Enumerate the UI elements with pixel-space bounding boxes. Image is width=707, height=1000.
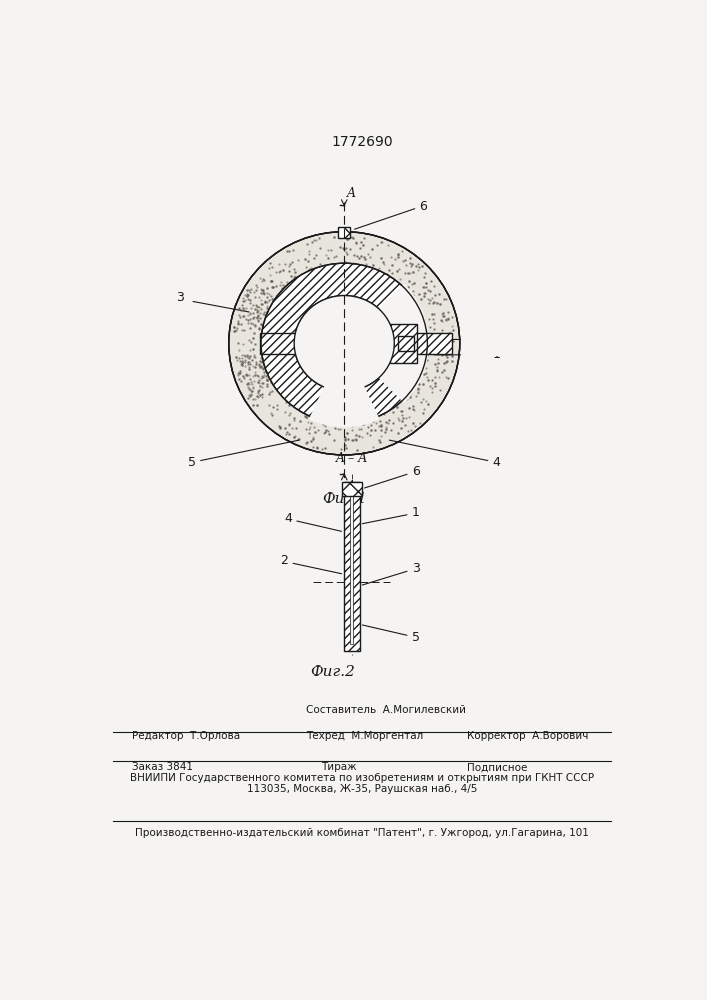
Ellipse shape <box>261 263 428 423</box>
Bar <box>90 331 228 356</box>
Text: Фиг.2: Фиг.2 <box>310 665 355 679</box>
Text: 5: 5 <box>412 631 420 644</box>
Bar <box>344 482 360 651</box>
Text: Подписное: Подписное <box>467 762 528 772</box>
Text: Фиг.1: Фиг.1 <box>322 492 367 506</box>
Text: 1: 1 <box>412 506 420 519</box>
Text: Составитель  А.Могилевский: Составитель А.Могилевский <box>305 705 466 715</box>
Ellipse shape <box>229 232 460 455</box>
Bar <box>390 324 417 363</box>
Wedge shape <box>344 283 429 403</box>
Text: 1: 1 <box>493 348 501 361</box>
Text: 2: 2 <box>280 554 288 567</box>
Text: 4: 4 <box>493 456 501 469</box>
Ellipse shape <box>294 296 395 391</box>
Bar <box>259 333 452 354</box>
Text: Заказ 3841: Заказ 3841 <box>132 762 194 772</box>
Text: Производственно-издательский комбинат "Патент", г. Ужгород, ул.Гагарина, 101: Производственно-издательский комбинат "П… <box>135 828 589 838</box>
Text: A: A <box>346 187 356 200</box>
Text: 1772690: 1772690 <box>331 135 393 149</box>
Text: 3: 3 <box>412 562 420 575</box>
Text: A – A: A – A <box>336 452 368 465</box>
Text: Корректор  А.Ворович: Корректор А.Ворович <box>467 731 589 741</box>
Text: Техред  М.Моргентал: Техред М.Моргентал <box>305 731 423 741</box>
Text: Тираж: Тираж <box>321 762 357 772</box>
Wedge shape <box>309 343 380 427</box>
Text: 113035, Москва, Ж-35, Раушская наб., 4/5: 113035, Москва, Ж-35, Раушская наб., 4/5 <box>247 784 477 794</box>
Text: 6: 6 <box>412 465 420 478</box>
Bar <box>461 331 615 356</box>
Text: A: A <box>346 480 356 493</box>
Text: 3: 3 <box>176 291 184 304</box>
Bar <box>338 227 351 238</box>
Text: 2: 2 <box>493 333 501 346</box>
Bar <box>351 490 354 644</box>
Text: 6: 6 <box>419 200 427 213</box>
Text: 5: 5 <box>187 456 196 469</box>
Bar <box>342 482 362 496</box>
Ellipse shape <box>294 296 395 391</box>
Bar <box>398 336 414 351</box>
Text: ВНИИПИ Государственного комитета по изобретениям и открытиям при ГКНТ СССР: ВНИИПИ Государственного комитета по изоб… <box>130 773 594 783</box>
Text: 4: 4 <box>284 512 292 525</box>
Text: Редактор  Т.Орлова: Редактор Т.Орлова <box>132 731 240 741</box>
